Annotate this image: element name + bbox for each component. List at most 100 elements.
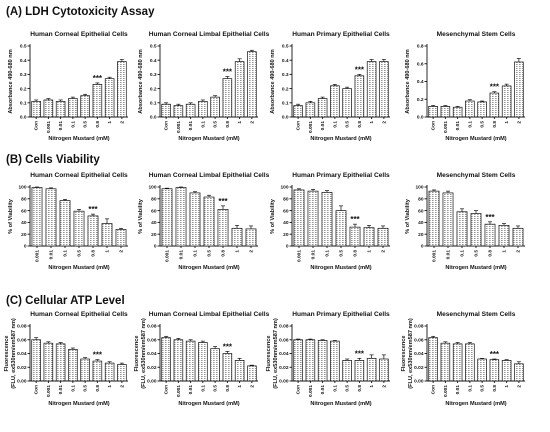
y-tick-label: 0.3 bbox=[150, 72, 157, 78]
x-tick-label: 0.1 bbox=[200, 121, 206, 128]
chart-title: Human Corneal Limbal Epithelial Cells bbox=[149, 311, 270, 318]
y-axis-title: % of Viability bbox=[138, 198, 144, 234]
bar bbox=[115, 229, 127, 247]
x-tick-label: 1 bbox=[107, 385, 113, 388]
x-tick-label: 0.01 bbox=[49, 250, 55, 260]
bar bbox=[379, 61, 389, 118]
bar bbox=[489, 359, 500, 382]
bar bbox=[452, 343, 463, 382]
bar bbox=[428, 190, 440, 247]
y-tick-label: 0.02 bbox=[279, 365, 289, 371]
x-tick-label: 0.1 bbox=[70, 385, 76, 392]
chart-title: Human Primary Epithelial Cells bbox=[292, 31, 390, 38]
bar bbox=[514, 61, 524, 118]
y-tick-label: 0.0 bbox=[417, 115, 424, 121]
y-tick-label: 40 bbox=[151, 220, 157, 226]
x-tick-label: 2 bbox=[516, 250, 522, 253]
x-tick-label: 0.001 bbox=[176, 121, 182, 133]
bar bbox=[501, 85, 512, 118]
y-tick-label: 0.5 bbox=[20, 44, 27, 50]
bar bbox=[349, 226, 361, 247]
significance-label: *** bbox=[93, 74, 103, 83]
x-tick-label: 0.001 bbox=[165, 250, 171, 262]
y-tick-label: 0.4 bbox=[417, 79, 424, 85]
x-tick-label: 0.8 bbox=[353, 250, 359, 257]
x-tick-label: 0.5 bbox=[345, 121, 351, 128]
significance-label: *** bbox=[223, 68, 233, 77]
chart-title: Human Corneal Epithelial Cells bbox=[30, 311, 128, 318]
y-tick-label: 20 bbox=[418, 232, 424, 238]
y-tick-label: 0.02 bbox=[414, 365, 424, 371]
y-tick-label: 0.5 bbox=[282, 44, 289, 50]
x-tick-label: Con bbox=[431, 121, 437, 130]
x-axis-title: Nitrogen Mustard (mM) bbox=[48, 401, 109, 407]
x-tick-label: 0.8 bbox=[95, 121, 101, 128]
x-tick-label: 0.01 bbox=[455, 385, 461, 395]
x-tick-label: 0.001 bbox=[46, 385, 52, 397]
x-axis-title: Nitrogen Mustard (mM) bbox=[48, 136, 109, 142]
section-title-a: (A) LDH Cytotoxicity Assay bbox=[6, 6, 155, 18]
y-tick-label: 0.04 bbox=[147, 351, 157, 357]
chart-panel-b4: Mesenchymal Stem Cells 0 20 40 60 80 100 % of V… bbox=[405, 172, 525, 271]
y-tick-label: 0.3 bbox=[282, 72, 289, 78]
y-tick-label: 0.00 bbox=[17, 379, 27, 385]
bar bbox=[222, 353, 233, 382]
y-tick-label: 0.2 bbox=[417, 97, 424, 103]
x-tick-label: 0.001 bbox=[432, 250, 438, 262]
bar bbox=[477, 358, 487, 382]
x-tick-label: 0.1 bbox=[63, 250, 69, 257]
x-tick-label: 1 bbox=[504, 385, 510, 388]
chart-panel-b2: Human Corneal Limbal Epithelial Cells020… bbox=[138, 172, 270, 271]
significance-label: *** bbox=[490, 350, 500, 359]
bar bbox=[175, 187, 187, 247]
bar bbox=[317, 98, 328, 118]
x-tick-label: 0.5 bbox=[77, 250, 83, 257]
x-tick-label: 1 bbox=[235, 250, 241, 253]
significance-label: *** bbox=[218, 197, 228, 206]
y-tick-label: 0.4 bbox=[20, 58, 27, 64]
x-tick-label: 2 bbox=[381, 385, 387, 388]
bar bbox=[189, 192, 201, 247]
bar bbox=[234, 360, 245, 382]
x-tick-label: 0.5 bbox=[213, 121, 219, 128]
x-tick-label: 2 bbox=[119, 121, 125, 124]
y-axis-title-line2: (FLU, ex530nm/em587 nm) bbox=[11, 318, 17, 389]
x-tick-label: 0.5 bbox=[339, 250, 345, 257]
bar bbox=[173, 105, 184, 118]
chart-title: Human Corneal Limbal Epithelial Cells bbox=[149, 172, 270, 179]
x-tick-label: 0.1 bbox=[332, 121, 338, 128]
x-axis-title: Nitrogen Mustard (mM) bbox=[310, 401, 371, 407]
y-tick-label: 0.08 bbox=[17, 324, 27, 330]
bar bbox=[366, 61, 377, 118]
bar bbox=[452, 106, 463, 118]
y-tick-label: 80 bbox=[283, 197, 289, 203]
bar bbox=[68, 98, 78, 118]
y-axis-title: % of Viability bbox=[8, 198, 14, 234]
bar bbox=[330, 85, 340, 118]
bar bbox=[87, 215, 99, 247]
x-tick-label: 1 bbox=[504, 121, 510, 124]
bar bbox=[428, 337, 438, 382]
x-tick-label: 1 bbox=[369, 121, 375, 124]
x-tick-label: Con bbox=[296, 385, 302, 394]
bar bbox=[305, 339, 316, 382]
bar bbox=[477, 101, 487, 118]
x-axis-title: Nitrogen Mustard (mM) bbox=[310, 265, 371, 271]
x-tick-label: 0.1 bbox=[325, 250, 331, 257]
y-tick-label: 0.06 bbox=[147, 337, 157, 343]
bar bbox=[31, 101, 41, 118]
bar bbox=[185, 103, 196, 118]
y-tick-label: 0.3 bbox=[20, 72, 27, 78]
y-axis-title-line2: (FLU, ex530nm/em587 nm) bbox=[273, 318, 279, 389]
y-axis-title-line2: (FLU, ex530nm/em587 nm) bbox=[141, 318, 147, 389]
x-axis-title: Nitrogen Mustard (mM) bbox=[48, 265, 109, 271]
y-tick-label: 0 bbox=[421, 244, 424, 250]
bar bbox=[245, 228, 257, 247]
bar bbox=[80, 358, 90, 382]
y-axis-title: Absorbance 490-680 nm bbox=[138, 49, 144, 113]
y-tick-label: 0.06 bbox=[279, 337, 289, 343]
x-tick-label: 0.5 bbox=[207, 250, 213, 257]
bar bbox=[498, 225, 510, 247]
x-tick-label: 0.001 bbox=[308, 385, 314, 397]
y-tick-label: 0.5 bbox=[150, 44, 157, 50]
